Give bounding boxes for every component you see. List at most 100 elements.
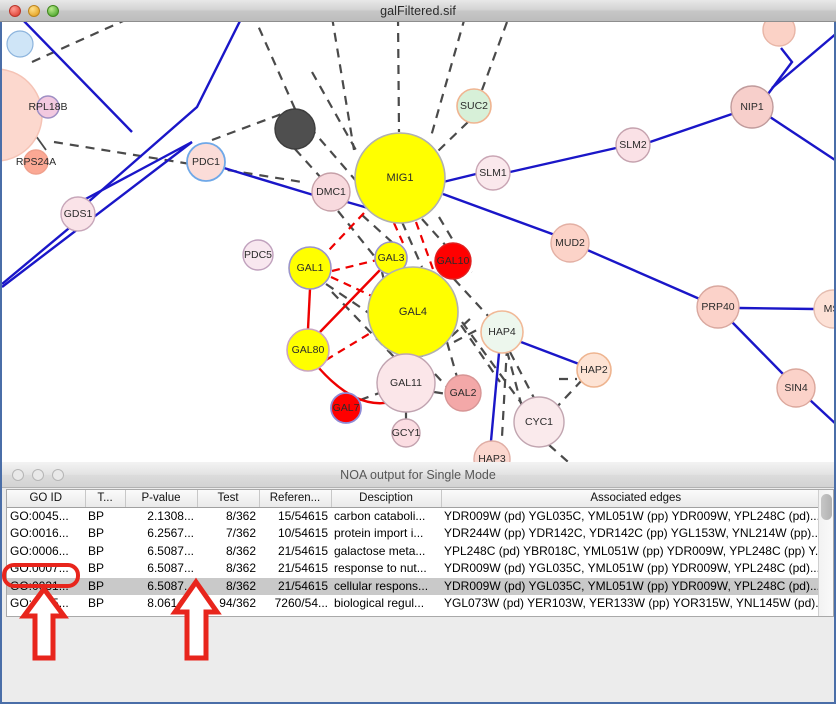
cell-p-value: 6.5087... <box>147 543 194 558</box>
node-DMC1[interactable] <box>311 172 351 212</box>
node-label-MUD2: MUD2 <box>555 237 585 249</box>
noa-output-panel: NOA output for Single Mode <box>0 462 836 704</box>
column-header-test[interactable]: Test <box>197 490 260 508</box>
node-SIN4[interactable] <box>776 368 816 408</box>
edges-blue-solid <box>2 22 834 442</box>
node-SLM2[interactable] <box>615 127 651 163</box>
cell-test: 8/362 <box>225 508 256 523</box>
node-NIP1[interactable] <box>730 85 774 129</box>
window-titlebar: galFiltered.sif <box>0 0 836 22</box>
node-label-PRP40: PRP40 <box>701 301 734 313</box>
node-GDS1[interactable] <box>60 196 96 232</box>
cell-reference: 7260/54... <box>274 596 328 610</box>
noa-traffic-lights <box>2 468 64 481</box>
maximize-button[interactable] <box>47 4 59 17</box>
cell-p-value: 1.3324... <box>125 613 197 617</box>
node-RPS24A[interactable] <box>23 149 49 175</box>
node-label-GAL10: GAL10 <box>437 255 470 267</box>
node-HAP3[interactable] <box>473 440 511 462</box>
cell-go-id: GO:0065... <box>10 596 69 610</box>
node-GAL2[interactable] <box>444 374 482 412</box>
table-row-selected[interactable]: GO:0031... BP 6.5087... 8/362 21/54615 c… <box>7 577 818 595</box>
cell-go-id: GO:0016... <box>10 526 69 540</box>
node-MIG1[interactable] <box>354 132 446 224</box>
cell-reference: 10/54615 <box>277 526 328 540</box>
node-label-GAL4: GAL4 <box>399 306 427 318</box>
network-canvas[interactable]: RPL18B RPS24A GDS1 PDC1 PDC5 DMC1 MIG1 S… <box>0 22 836 462</box>
column-header-description[interactable]: Desciption <box>331 490 442 508</box>
node-MUD2[interactable] <box>550 223 590 263</box>
column-header-go-id[interactable]: GO ID <box>7 490 86 508</box>
table-row[interactable]: GO:0045... BP 2.1308... 8/362 15/54615 c… <box>7 507 818 525</box>
close-button[interactable] <box>12 468 24 481</box>
cell-go-id: GO:0007... <box>10 561 69 575</box>
node-unlabeled-topright[interactable] <box>762 22 796 47</box>
network-nodes[interactable]: RPL18B RPS24A GDS1 PDC1 PDC5 DMC1 MIG1 S… <box>2 22 834 462</box>
cell-description: carbon cataboli... <box>334 508 426 523</box>
node-unlabeled-left[interactable] <box>2 68 43 162</box>
noa-panel-title: NOA output for Single Mode <box>340 467 496 482</box>
scrollbar-thumb[interactable] <box>821 494 832 520</box>
column-header-p-value[interactable]: P-value <box>125 490 198 508</box>
node-SUC2[interactable] <box>456 88 492 124</box>
column-header-associated-edges[interactable]: Associated edges <box>441 490 818 508</box>
node-MSI[interactable] <box>813 289 834 329</box>
table-vertical-scrollbar[interactable] <box>818 490 833 616</box>
node-GAL1[interactable] <box>288 246 332 290</box>
node-label-RPS24A: RPS24A <box>16 156 56 168</box>
column-header-reference[interactable]: Referen... <box>259 490 332 508</box>
node-GCY1[interactable] <box>391 418 421 448</box>
maximize-button[interactable] <box>52 468 64 481</box>
minimize-button[interactable] <box>28 4 40 17</box>
cell-reference: 105/546... <box>259 613 331 617</box>
node-PDC5[interactable] <box>242 239 274 271</box>
node-label-GAL11: GAL11 <box>390 377 422 389</box>
node-GAL11[interactable] <box>376 353 436 413</box>
node-unlabeled-topleft[interactable] <box>6 30 34 58</box>
close-button[interactable] <box>9 4 21 17</box>
node-label-GAL2: GAL2 <box>450 387 477 399</box>
network-graph[interactable]: RPL18B RPS24A GDS1 PDC1 PDC5 DMC1 MIG1 S… <box>2 22 834 462</box>
cell-reference: 21/54615 <box>277 543 328 558</box>
node-PRP40[interactable] <box>696 285 740 329</box>
cell-associated-edges: YDR009W (pd) YGL035C, YML051W (pp) YDR00… <box>444 508 818 523</box>
noa-results-table-viewport[interactable]: GO ID T... P-value Test Referen... Desci… <box>7 490 818 616</box>
node-unlabeled-dark[interactable] <box>274 108 316 150</box>
node-SLM1[interactable] <box>475 155 511 191</box>
edges-red-dashed <box>325 212 436 361</box>
cell-go-id: GO:0031... <box>7 613 85 617</box>
node-HAP2[interactable] <box>576 352 612 388</box>
edges-gray-dashed <box>31 22 583 462</box>
table-header-row: GO ID T... P-value Test Referen... Desci… <box>7 490 818 508</box>
cell-associated-edges: YPL248C (pd) YBR018C, YML051W (pp) YDR00… <box>444 543 818 558</box>
cell-p-value: 6.2567... <box>147 526 194 540</box>
table-row[interactable]: GO:0016... BP 6.2567... 7/362 10/54615 p… <box>7 525 818 543</box>
table-row[interactable]: GO:0007... BP 6.5087... 8/362 21/54615 r… <box>7 560 818 578</box>
node-GAL80[interactable] <box>286 328 330 372</box>
cell-test: 11/362 <box>197 613 259 617</box>
node-PDC1[interactable] <box>186 142 226 182</box>
cell-test: 8/362 <box>225 543 256 558</box>
node-HAP4[interactable] <box>480 310 524 354</box>
table-row[interactable]: GO:0031... BP 1.3324... 11/362 105/546..… <box>7 613 818 617</box>
column-header-type[interactable]: T... <box>85 490 126 508</box>
table-row[interactable]: GO:0065... BP 8.0614... 94/362 7260/54..… <box>7 595 818 613</box>
cell-reference: 15/54615 <box>277 508 328 523</box>
table-row[interactable]: GO:0006... BP 6.5087... 8/362 21/54615 g… <box>7 543 818 561</box>
cell-description: protein import i... <box>334 526 424 540</box>
cell-test: 8/362 <box>197 577 259 595</box>
node-RPL18B[interactable] <box>36 95 60 119</box>
node-label-GCY1: GCY1 <box>392 427 421 439</box>
cell-associated-edges: YDR009W (pd) YGL035C, YML051W (pp) YDR00… <box>444 561 818 575</box>
node-GAL10[interactable] <box>434 242 472 280</box>
cell-type: BP <box>85 577 125 595</box>
noa-results-table[interactable]: GO ID T... P-value Test Referen... Desci… <box>7 490 818 616</box>
cell-type: BP <box>88 596 105 610</box>
cell-test: 94/362 <box>219 596 256 610</box>
node-GAL7[interactable] <box>330 392 362 424</box>
cell-associated-edges: YFR034C (pd) YBR093C, YDR009W (pd) YGL03… <box>441 613 818 617</box>
node-label-RPL18B: RPL18B <box>28 101 67 113</box>
node-label-GAL3: GAL3 <box>378 252 405 264</box>
node-CYC1[interactable] <box>513 396 565 448</box>
minimize-button[interactable] <box>32 468 44 481</box>
